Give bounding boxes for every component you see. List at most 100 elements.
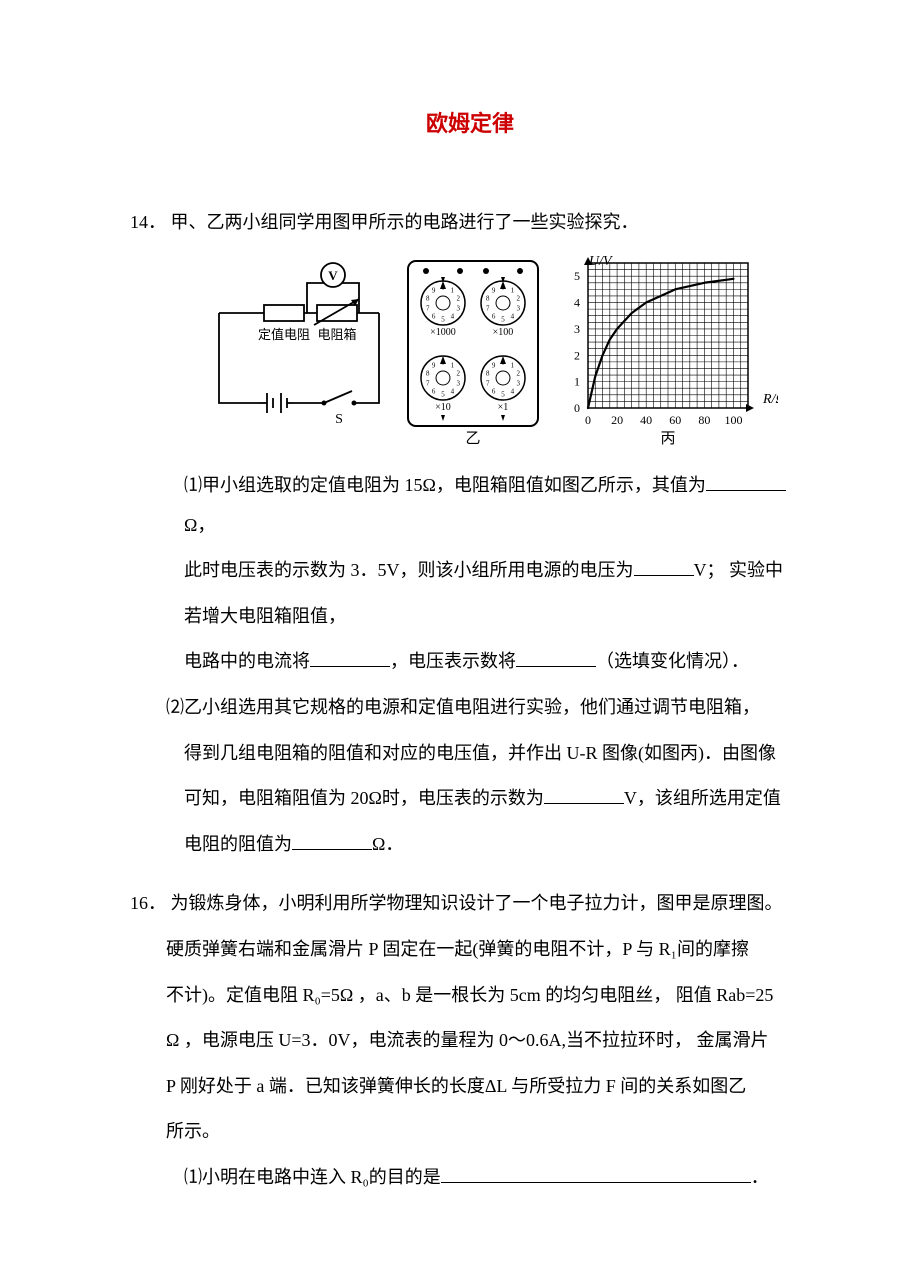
svg-text:8: 8 (486, 295, 490, 303)
svg-text:3: 3 (456, 379, 460, 387)
svg-text:7: 7 (486, 304, 490, 312)
svg-text:5: 5 (501, 390, 505, 398)
svg-text:1: 1 (574, 375, 580, 389)
svg-text:0: 0 (501, 283, 505, 291)
q14-p2d-unit: Ω． (372, 834, 403, 854)
q16-number: 16． (130, 884, 166, 924)
q14-p2d-pre: 电阻的阻值为 (184, 834, 292, 854)
svg-text:8: 8 (426, 295, 430, 303)
label-rbox: 电阻箱 (317, 327, 356, 342)
svg-text:0: 0 (501, 358, 505, 366)
q14-p1d-mid: ，电压表示数将 (390, 651, 516, 671)
q16-l3: 不计)。定值电阻 R₀=5Ω ，a、b 是一根长为 5cm 的均匀电阻丝， 阻值… (166, 985, 773, 1005)
q14-p1b-pre: 此时电压表的示数为 3．5V，则该小组所用电源的电压为 (184, 560, 634, 580)
svg-text:5: 5 (501, 315, 505, 323)
ylabel: U/V (589, 254, 613, 269)
svg-text:4: 4 (511, 387, 515, 395)
q16-l2: 硬质弹簧右端和金属滑片 P 固定在一起(弹簧的电阻不计，P 与 R₁间的摩擦 (166, 939, 749, 959)
mult-1000: ×1000 (430, 327, 456, 338)
svg-text:2: 2 (456, 295, 460, 303)
svg-text:1: 1 (451, 287, 455, 295)
q14-p2c-pre: 可知，电阻箱阻值为 20Ω时，电压表的示数为 (184, 788, 544, 808)
svg-text:0: 0 (574, 401, 580, 415)
svg-text:9: 9 (432, 362, 436, 370)
blank-supply-v (634, 557, 694, 576)
mult-100: ×100 (493, 327, 514, 338)
svg-text:9: 9 (492, 362, 496, 370)
xlabel: R/Ω (762, 392, 778, 407)
svg-text:6: 6 (432, 312, 436, 320)
mult-1: ×1 (498, 402, 509, 413)
blank-r0-purpose (441, 1164, 751, 1183)
svg-text:4: 4 (451, 312, 455, 320)
q14-p2a: ⑵乙小组选用其它规格的电源和定值电阻进行实验，他们通过调节电阻箱， (166, 697, 760, 717)
svg-text:4: 4 (451, 387, 455, 395)
svg-text:0: 0 (441, 283, 445, 291)
svg-text:3: 3 (516, 304, 520, 312)
svg-text:3: 3 (574, 322, 580, 336)
svg-text:80: 80 (698, 413, 710, 427)
resistance-box: 0123456789012345678901234567890123456789… (398, 253, 548, 448)
blank-fixed-r (292, 831, 372, 850)
caption-bing: 丙 (660, 431, 675, 447)
q16-p1-post: ． (751, 1167, 769, 1187)
page-title: 欧姆定律 (130, 100, 810, 148)
blank-u-at-20 (544, 785, 624, 804)
svg-text:2: 2 (516, 295, 520, 303)
svg-text:0: 0 (585, 413, 591, 427)
q16-l4: Ω ，电源电压 U=3．0V，电流表的量程为 0～0.6A,当不拉拉环时， 金属… (166, 1030, 769, 1050)
svg-text:3: 3 (456, 304, 460, 312)
q14-p1b-unit: V； 实验中 (694, 560, 784, 580)
svg-text:8: 8 (486, 370, 490, 378)
svg-text:4: 4 (574, 296, 580, 310)
svg-text:5: 5 (441, 315, 445, 323)
q16-l6: 所示。 (166, 1121, 220, 1141)
svg-text:5: 5 (441, 390, 445, 398)
caption-yi: 乙 (465, 431, 480, 447)
svg-text:4: 4 (511, 312, 515, 320)
svg-text:7: 7 (486, 379, 490, 387)
svg-text:2: 2 (516, 370, 520, 378)
blank-rbox-value (706, 472, 786, 491)
svg-text:60: 60 (669, 413, 681, 427)
ur-graph: 0 20 40 60 80 100 0 1 2 3 4 5 U/V R/Ω 丙 (553, 253, 778, 448)
q16-l5: P 刚好处于 a 端．已知该弹簧伸长的长度ΔL 与所受拉力 F 间的关系如图乙 (166, 1076, 746, 1096)
q14-p1d-pre: 电路中的电流将 (184, 651, 310, 671)
q14-p1a-unit: Ω， (184, 515, 215, 535)
blank-current-change (310, 648, 390, 667)
q14-p1d-post: （选填变化情况）． (596, 651, 749, 671)
circuit-diagram: 定值电阻 电阻箱 V (199, 253, 394, 448)
svg-text:8: 8 (426, 370, 430, 378)
svg-text:9: 9 (492, 287, 496, 295)
svg-text:3: 3 (516, 379, 520, 387)
q14-number: 14． (130, 203, 166, 243)
svg-text:6: 6 (492, 387, 496, 395)
q14-p2c-unit: V，该组所选用定值 (624, 788, 781, 808)
svg-text:6: 6 (432, 387, 436, 395)
q14-p1a: ⑴甲小组选取的定值电阻为 15Ω，电阻箱阻值如图乙所示，其值为 (184, 475, 706, 495)
q16-p1-pre: ⑴小明在电路中连入 R₀的目的是 (184, 1167, 441, 1187)
svg-text:2: 2 (574, 348, 580, 362)
blank-voltmeter-change (516, 648, 596, 667)
mult-10: ×10 (435, 402, 451, 413)
label-fixed-resistor: 定值电阻 (257, 327, 309, 342)
q14-figures: 定值电阻 电阻箱 V (166, 253, 810, 448)
svg-text:7: 7 (426, 379, 430, 387)
q14-p1c: 若增大电阻箱阻值， (184, 606, 346, 626)
svg-text:1: 1 (451, 362, 455, 370)
svg-text:5: 5 (574, 269, 580, 283)
svg-text:6: 6 (492, 312, 496, 320)
svg-text:9: 9 (432, 287, 436, 295)
svg-text:100: 100 (724, 413, 742, 427)
question-16: 16． 为锻炼身体，小明利用所学物理知识设计了一个电子拉力计，图甲是原理图。 硬… (166, 884, 810, 1197)
q14-intro: 甲、乙两小组同学用图甲所示的电路进行了一些实验探究． (171, 212, 639, 232)
label-switch: S (335, 412, 343, 427)
svg-text:1: 1 (511, 362, 515, 370)
svg-text:40: 40 (640, 413, 652, 427)
q14-p2b: 得到几组电阻箱的阻值和对应的电压值，并作出 U-R 图像(如图丙)．由图像 (184, 743, 776, 763)
svg-text:2: 2 (456, 370, 460, 378)
svg-text:20: 20 (611, 413, 623, 427)
svg-text:1: 1 (511, 287, 515, 295)
question-14: 14． 甲、乙两小组同学用图甲所示的电路进行了一些实验探究． (166, 203, 810, 864)
svg-text:0: 0 (441, 358, 445, 366)
